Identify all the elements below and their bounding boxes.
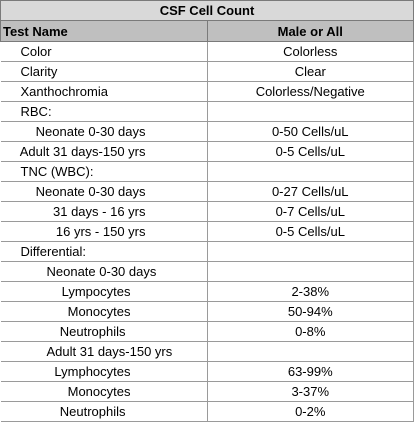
table-row: Neonate 0-30 days 0-27 Cells/uL — [0, 181, 414, 202]
value-cell[interactable] — [207, 161, 414, 182]
value-cell[interactable] — [207, 101, 414, 122]
test-name-cell[interactable]: Neonate 0-30 days — [0, 261, 208, 282]
table-row: Neonate 0-30 days 0-50 Cells/uL — [0, 121, 414, 142]
value-cell[interactable]: Colorless — [207, 41, 414, 62]
value-cell[interactable]: 0-2% — [207, 401, 414, 422]
table-row: Differential: — [0, 241, 414, 262]
table-row: Lympocytes 2-38% — [0, 281, 414, 302]
test-name-cell[interactable]: Lympocytes — [0, 281, 208, 302]
test-name-cell[interactable]: Adult 31 days-150 yrs — [0, 341, 208, 362]
table-row: Neonate 0-30 days — [0, 261, 414, 282]
column-header-male-or-all[interactable]: Male or All — [206, 20, 414, 42]
table-row: Clarity Clear — [0, 61, 414, 82]
table-row: RBC: — [0, 101, 414, 122]
test-name-cell[interactable]: Neonate 0-30 days — [0, 121, 208, 142]
value-cell[interactable]: 0-5 Cells/uL — [207, 141, 414, 162]
table-row: 31 days - 16 yrs 0-7 Cells/uL — [0, 201, 414, 222]
value-cell[interactable]: Colorless/Negative — [207, 81, 414, 102]
value-cell[interactable]: 0-8% — [207, 321, 414, 342]
value-cell[interactable]: 0-50 Cells/uL — [207, 121, 414, 142]
header-row: Test Name Male or All — [0, 20, 414, 42]
value-cell[interactable]: 0-5 Cells/uL — [207, 221, 414, 242]
table-row: TNC (WBC): — [0, 161, 414, 182]
test-name-cell[interactable]: 31 days - 16 yrs — [0, 201, 208, 222]
value-cell[interactable]: 0-7 Cells/uL — [207, 201, 414, 222]
table-row: Color Colorless — [0, 41, 414, 62]
table-row: Adult 31 days-150 yrs — [0, 341, 414, 362]
test-name-cell[interactable]: Color — [0, 41, 208, 62]
value-cell[interactable] — [207, 341, 414, 362]
test-name-cell[interactable]: RBC: — [0, 101, 208, 122]
test-name-cell[interactable]: Monocytes — [0, 381, 208, 402]
table-row: Monocytes 50-94% — [0, 301, 414, 322]
test-name-cell[interactable]: Adult 31 days-150 yrs — [0, 141, 208, 162]
test-name-cell[interactable]: Monocytes — [0, 301, 208, 322]
test-name-cell[interactable]: Neutrophils — [0, 321, 208, 342]
table-row: Xanthochromia Colorless/Negative — [0, 81, 414, 102]
table-row: Monocytes 3-37% — [0, 381, 414, 402]
value-cell[interactable]: 63-99% — [207, 361, 414, 382]
table-title-row: CSF Cell Count — [0, 0, 414, 21]
test-name-cell[interactable]: Neonate 0-30 days — [0, 181, 208, 202]
value-cell[interactable]: 50-94% — [207, 301, 414, 322]
test-name-cell[interactable]: TNC (WBC): — [0, 161, 208, 182]
value-cell[interactable]: Clear — [207, 61, 414, 82]
test-name-cell[interactable]: 16 yrs - 150 yrs — [0, 221, 208, 242]
value-cell[interactable]: 3-37% — [207, 381, 414, 402]
test-name-cell[interactable]: Lymphocytes — [0, 361, 208, 382]
table-row: 16 yrs - 150 yrs 0-5 Cells/uL — [0, 221, 414, 242]
test-name-cell[interactable]: Clarity — [0, 61, 208, 82]
value-cell[interactable] — [207, 241, 414, 262]
table-row: Lymphocytes 63-99% — [0, 361, 414, 382]
table-title[interactable]: CSF Cell Count — [0, 0, 414, 21]
test-name-cell[interactable]: Differential: — [0, 241, 208, 262]
value-cell[interactable] — [207, 261, 414, 282]
table-row: Neutrophils 0-8% — [0, 321, 414, 342]
column-header-test-name[interactable]: Test Name — [0, 20, 208, 42]
test-name-cell[interactable]: Xanthochromia — [0, 81, 208, 102]
value-cell[interactable]: 2-38% — [207, 281, 414, 302]
test-name-cell[interactable]: Neutrophils — [0, 401, 208, 422]
table-row: Adult 31 days-150 yrs 0-5 Cells/uL — [0, 141, 414, 162]
table-row: Neutrophils 0-2% — [0, 401, 414, 422]
value-cell[interactable]: 0-27 Cells/uL — [207, 181, 414, 202]
